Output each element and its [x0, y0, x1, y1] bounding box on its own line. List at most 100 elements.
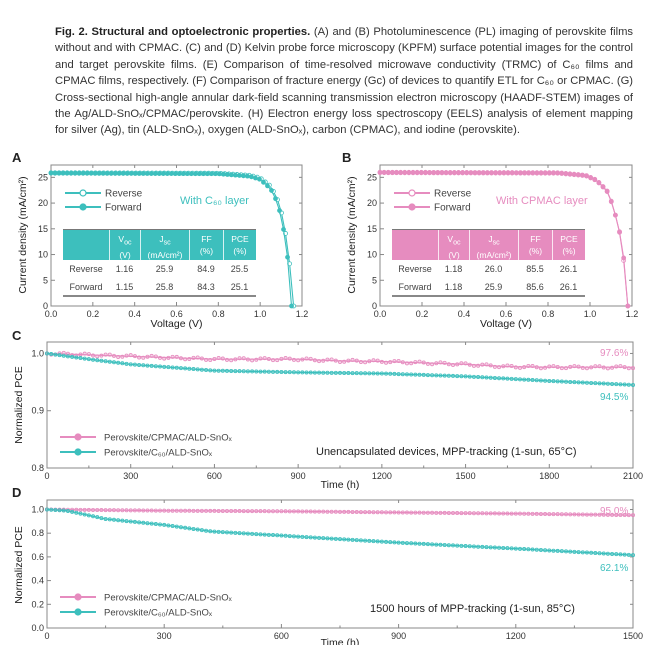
data-point	[488, 511, 493, 516]
data-point	[538, 170, 544, 176]
data-point	[346, 371, 351, 376]
data-point	[526, 511, 531, 516]
data-point	[257, 176, 262, 182]
x-axis-label: Voltage (V)	[480, 318, 532, 330]
data-point	[266, 369, 271, 374]
data-point	[505, 376, 510, 381]
data-point	[220, 368, 225, 373]
data-point	[195, 508, 200, 513]
data-point	[308, 509, 313, 514]
table-cell: 1.16	[115, 264, 134, 274]
table-header-cell: Voc (V)	[109, 230, 140, 260]
end-value-label: 94.5%	[600, 392, 628, 403]
data-point	[538, 547, 543, 552]
data-point	[317, 509, 322, 514]
data-point	[70, 509, 75, 514]
data-point	[446, 510, 451, 515]
table-cell: 85.6	[526, 282, 544, 292]
data-point	[626, 552, 631, 557]
data-point	[493, 170, 499, 176]
data-point	[183, 357, 188, 362]
data-point	[216, 368, 221, 373]
data-point	[367, 359, 372, 364]
data-point	[530, 170, 536, 176]
series-a	[45, 507, 636, 518]
data-point	[597, 364, 602, 369]
x-tick-label: 1800	[539, 471, 559, 481]
data-point	[342, 537, 347, 542]
data-point	[392, 540, 397, 545]
data-point	[509, 364, 514, 369]
data-point	[388, 360, 393, 365]
data-point	[384, 371, 389, 376]
data-point	[325, 536, 330, 541]
figure-caption: Fig. 2. Structural and optoelectronic pr…	[55, 24, 633, 139]
data-point	[124, 361, 129, 366]
data-point	[99, 516, 104, 521]
data-point	[49, 352, 54, 357]
data-point	[229, 530, 234, 535]
data-point	[187, 526, 192, 531]
data-point	[371, 510, 376, 515]
data-point	[409, 541, 414, 546]
data-point	[543, 378, 548, 383]
data-point	[538, 378, 543, 383]
data-point	[82, 356, 87, 361]
data-point	[192, 171, 198, 177]
data-point	[91, 357, 96, 362]
data-point	[413, 510, 418, 515]
data-point	[204, 528, 209, 533]
data-point	[492, 364, 497, 369]
data-point	[572, 380, 577, 385]
series-b	[45, 507, 636, 558]
data-point	[492, 545, 497, 550]
table-bottom-rule	[392, 295, 585, 297]
data-point	[421, 541, 426, 546]
data-point	[233, 357, 238, 362]
data-point	[613, 212, 618, 218]
data-point	[304, 535, 309, 540]
data-point	[141, 508, 146, 513]
data-point	[480, 544, 485, 549]
x-tick-label: 0.2	[87, 309, 100, 319]
data-point	[358, 371, 363, 376]
data-point	[584, 173, 589, 179]
x-tick-label: 300	[123, 471, 138, 481]
data-point	[484, 170, 490, 176]
x-tick-label: 0.8	[212, 309, 225, 319]
data-point	[442, 373, 447, 378]
data-point	[480, 375, 485, 380]
data-point	[526, 363, 531, 368]
data-point	[174, 508, 179, 513]
data-point	[604, 189, 610, 194]
data-point	[275, 369, 280, 374]
data-point	[103, 508, 108, 513]
data-point	[107, 352, 112, 357]
data-point	[381, 170, 387, 176]
data-point	[116, 171, 122, 176]
data-point	[74, 355, 79, 360]
data-point	[120, 518, 125, 523]
data-point	[224, 357, 229, 362]
data-point	[358, 359, 363, 364]
data-point	[245, 531, 250, 536]
data-point	[522, 170, 527, 176]
data-point	[107, 517, 112, 522]
data-point	[471, 511, 476, 516]
data-point	[49, 507, 54, 512]
data-point	[317, 535, 322, 540]
data-point	[304, 509, 309, 514]
data-point	[283, 356, 288, 361]
data-point	[588, 175, 594, 181]
data-point	[505, 511, 510, 516]
panel-letter: B	[342, 150, 351, 165]
data-point	[337, 537, 342, 542]
x-axis-label: Voltage (V)	[151, 318, 203, 330]
data-point	[317, 370, 322, 375]
data-point	[172, 171, 178, 177]
data-point	[103, 516, 108, 521]
data-point	[404, 541, 409, 546]
parameters-table: Voc (V) Jsc (mA/cm²) FF (%) PCE (%) Reverse 1.18 2…	[392, 229, 585, 297]
data-point	[417, 510, 422, 515]
data-point	[513, 511, 518, 516]
